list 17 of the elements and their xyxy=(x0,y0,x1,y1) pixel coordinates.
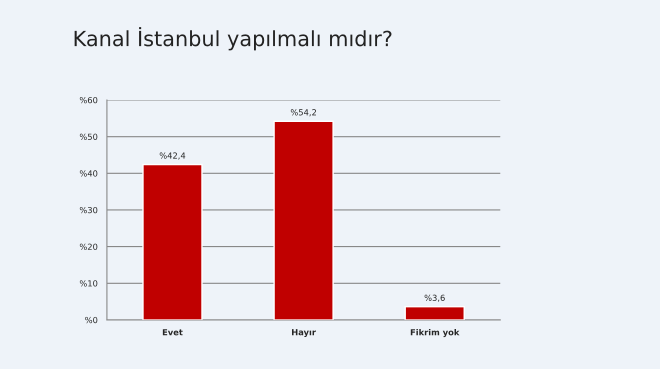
x-tick-label: Evet xyxy=(162,329,183,336)
y-tick-label: %20 xyxy=(80,244,98,250)
chart-title: Kanal İstanbul yapılmalı mıdır? xyxy=(74,27,392,50)
y-tick-label: %30 xyxy=(80,206,98,214)
data-label: %3,6 xyxy=(424,294,445,302)
bar xyxy=(273,120,334,320)
bar xyxy=(404,306,465,320)
y-tick-label: %0 xyxy=(85,316,98,324)
y-tick-label: %50 xyxy=(80,134,98,140)
data-label: %54,2 xyxy=(290,109,316,116)
y-tick-label: %40 xyxy=(80,170,98,177)
y-tick-label: %60 xyxy=(80,96,98,104)
x-tick-label: Fikrim yok xyxy=(410,328,460,338)
bar xyxy=(142,164,203,320)
data-label: %42,4 xyxy=(160,152,186,160)
y-tick-label: %10 xyxy=(80,280,98,287)
x-tick-label: Hayır xyxy=(292,329,316,338)
